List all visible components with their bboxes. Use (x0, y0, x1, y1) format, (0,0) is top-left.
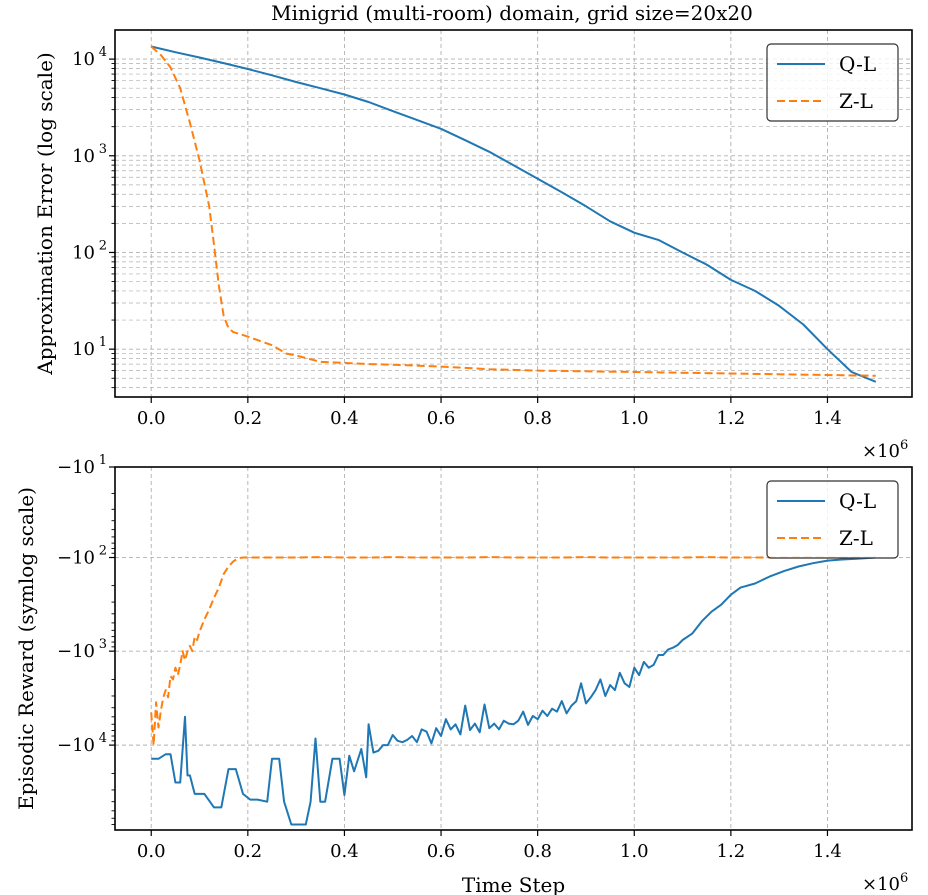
series-layer (150, 45, 877, 383)
x-tick-label: 1.4 (813, 841, 842, 862)
y-tick-exponent: 2 (99, 544, 107, 559)
x-tick-label: 1.0 (620, 408, 649, 429)
grid (115, 30, 912, 397)
x-tick-label: 0.6 (427, 408, 456, 429)
x-tick-label: 0.6 (427, 841, 456, 862)
x-axis-label: Time Step (462, 873, 565, 895)
y-axis-label: Approximation Error (log scale) (33, 52, 57, 375)
x-tick-label: 0.2 (234, 408, 263, 429)
series-line-q-l (150, 45, 877, 383)
y-tick-label: 10 (72, 339, 95, 360)
x-tick-label: 0.8 (523, 841, 552, 862)
legend-box (766, 480, 899, 559)
y-tick-label: −10 (57, 457, 95, 478)
y-tick-exponent: 4 (99, 731, 107, 746)
y-tick-label: −10 (57, 548, 95, 569)
legend-label-z-l: Z-L (839, 89, 873, 113)
y-tick-exponent: 3 (99, 142, 107, 157)
y-axis-ticks: 10 1 10 2 10 3 10 4 (72, 45, 115, 389)
legend-label-z-l: Z-L (839, 526, 873, 550)
x-tick-label: 1.2 (717, 841, 746, 862)
y-tick-exponent: 1 (99, 453, 107, 468)
grid (115, 466, 912, 830)
y-tick-label: 10 (72, 146, 95, 167)
legend-label-q-l: Q-L (839, 489, 876, 513)
legend-box (766, 43, 899, 122)
y-tick-label: −10 (57, 735, 95, 756)
x-tick-label: 1.2 (717, 408, 746, 429)
x-tick-label: 0.4 (330, 408, 359, 429)
y-axis-ticks: −10 1 −10 2 −10 3 −10 4 (57, 453, 115, 825)
y-axis-label: Episodic Reward (symlog scale) (14, 487, 38, 810)
legend: Q-L Z-L (766, 480, 899, 559)
legend-label-q-l: Q-L (839, 52, 876, 76)
x-axis-ticks: 0.0 0.2 0.4 0.6 0.8 1.0 1.2 1.4 (137, 397, 842, 429)
plot-frame (114, 466, 913, 831)
series-line-z-l (150, 556, 876, 747)
series-line-z-l (150, 45, 876, 377)
x-axis-ticks: 0.0 0.2 0.4 0.6 0.8 1.0 1.2 1.4 (137, 830, 842, 862)
x-axis-offset-label: ×106 (862, 871, 908, 895)
y-tick-label: −10 (57, 641, 95, 662)
x-tick-label: 0.0 (137, 841, 166, 862)
y-tick-label: 10 (72, 242, 95, 263)
legend: Q-L Z-L (766, 43, 899, 122)
y-tick-exponent: 2 (99, 238, 107, 253)
episodic-reward-panel: 0.0 0.2 0.4 0.6 0.8 1.0 1.2 1.4 −10 1−10 2−10 3−10… (14, 453, 913, 895)
y-tick-exponent: 1 (99, 335, 107, 350)
chart-title: Minigrid (multi-room) domain, grid size=… (271, 1, 753, 25)
y-tick-label: 10 (72, 49, 95, 70)
approximation-error-panel: Minigrid (multi-room) domain, grid size=… (33, 1, 913, 462)
x-tick-label: 0.4 (330, 841, 359, 862)
x-tick-label: 0.2 (234, 841, 263, 862)
x-axis-offset-label: ×106 (862, 438, 908, 462)
series-line-q-l (151, 556, 876, 826)
x-tick-label: 1.0 (620, 841, 649, 862)
plot-frame (114, 29, 913, 398)
x-tick-label: 1.4 (813, 408, 842, 429)
y-tick-exponent: 4 (99, 45, 107, 60)
y-tick-exponent: 3 (99, 637, 107, 652)
x-tick-label: 0.8 (523, 408, 552, 429)
series-layer (150, 556, 876, 826)
x-tick-label: 0.0 (137, 408, 166, 429)
